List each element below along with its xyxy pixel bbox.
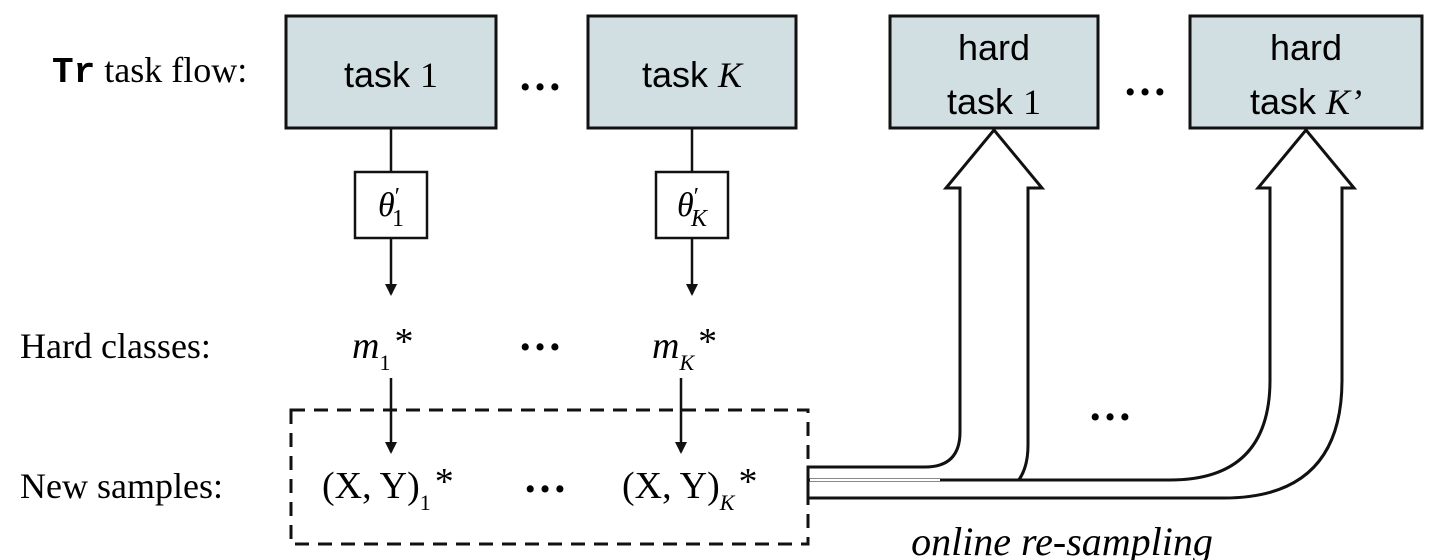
theta-1-label: θ′ 1 xyxy=(378,184,404,232)
hard-task-k-box xyxy=(1188,14,1424,130)
resample-arrow-k xyxy=(806,127,1358,500)
theta-k-label: θ′ K xyxy=(677,184,709,232)
resample-arrow-1 xyxy=(806,127,1046,500)
sample-k: (X, Y)K * xyxy=(622,461,757,515)
task-k-box xyxy=(586,14,798,130)
theta-k-box xyxy=(654,170,730,240)
hard-task-1-line2: task 1 xyxy=(947,81,1041,122)
new-samples-label: New samples: xyxy=(20,466,223,506)
hard-task-1-box xyxy=(888,14,1100,130)
theta-1-box xyxy=(353,170,429,240)
hard-task-k-line1: hard xyxy=(1270,27,1342,68)
online-resampling-caption: online re-sampling xyxy=(911,519,1213,560)
task-k-label: task K xyxy=(642,54,744,95)
task-flow-label: Tr task flow: xyxy=(52,50,247,93)
task-1-label: task 1 xyxy=(344,54,438,95)
resample-ellipsis: … xyxy=(1088,381,1132,430)
task-1-box xyxy=(284,14,498,130)
hard-classes-label: Hard classes: xyxy=(20,326,211,366)
sample-ellipsis: … xyxy=(523,453,567,502)
sample-1: (X, Y)1 * xyxy=(322,461,454,515)
hard-class-ellipsis: … xyxy=(518,311,562,360)
hard-task-1-line1: hard xyxy=(958,27,1030,68)
hard-task-k-line2: task K’ xyxy=(1250,81,1362,122)
hard-class-1: m1 * xyxy=(352,321,413,375)
hard-class-k: mK * xyxy=(652,321,717,375)
hard-task-ellipsis: … xyxy=(1123,56,1167,105)
task-ellipsis: … xyxy=(518,51,562,100)
